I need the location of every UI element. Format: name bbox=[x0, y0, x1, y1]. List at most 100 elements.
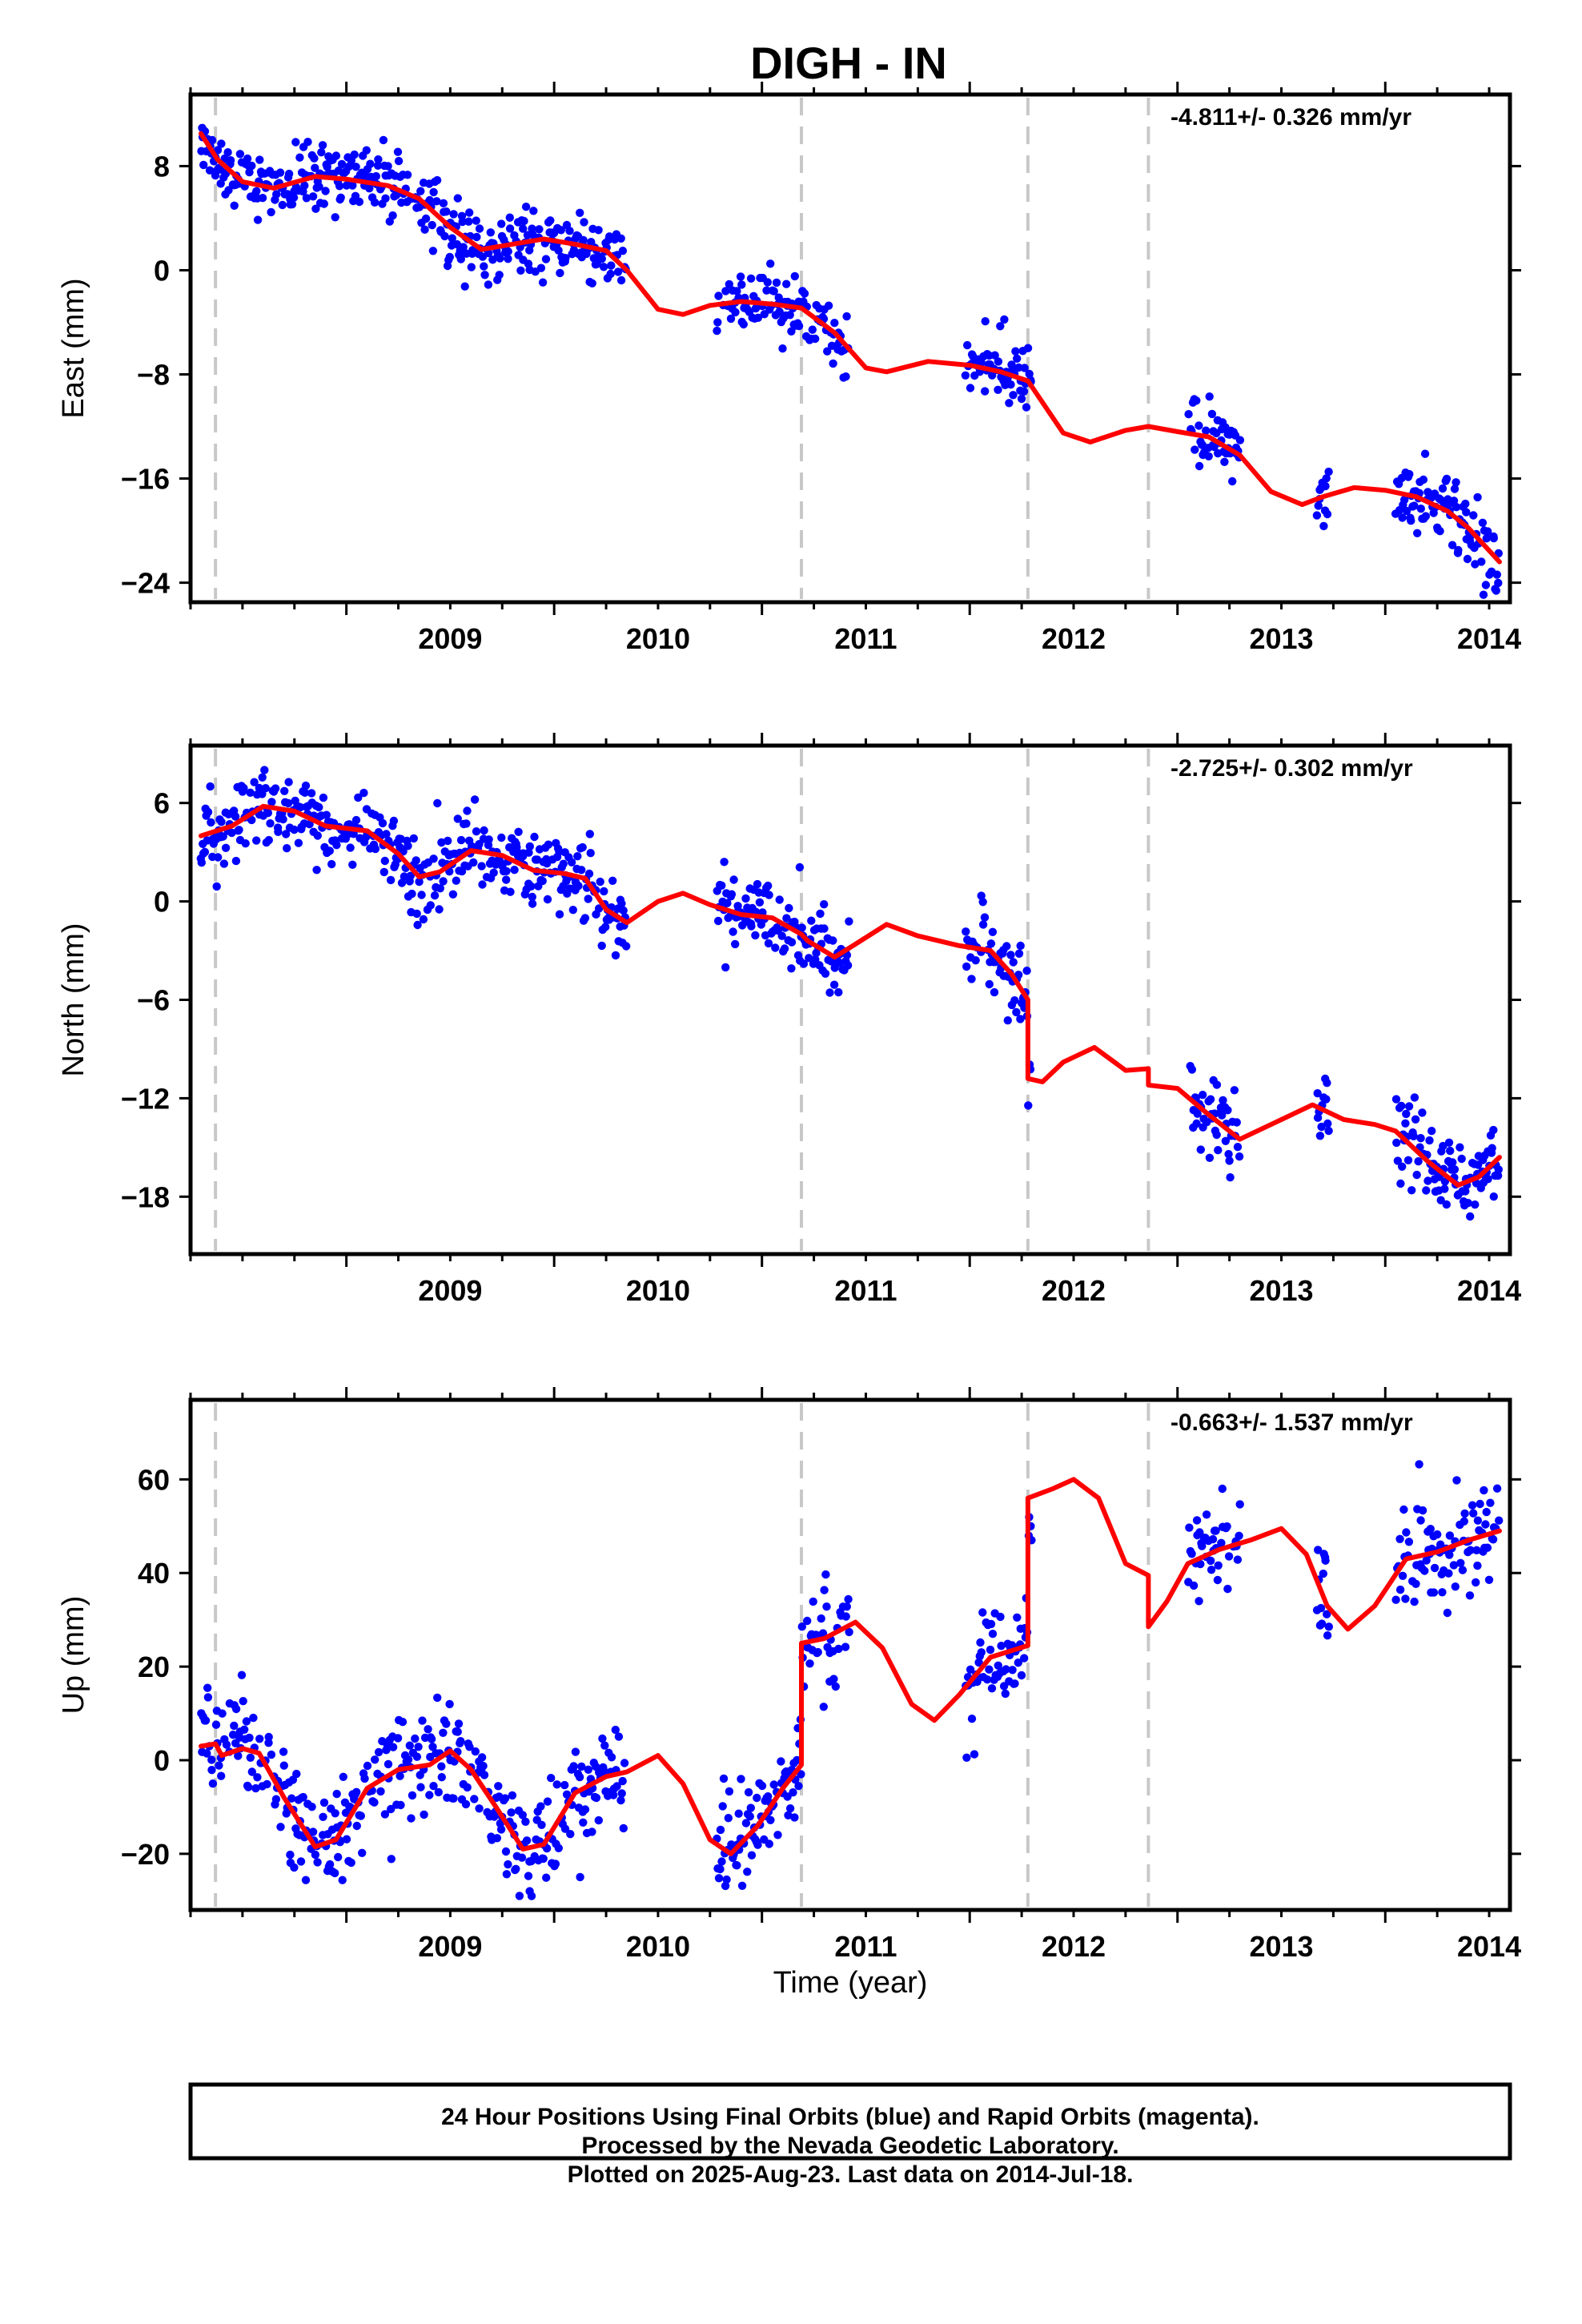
east-point bbox=[287, 199, 297, 209]
up-point bbox=[1456, 1558, 1465, 1568]
up-point bbox=[393, 1734, 403, 1743]
north-ytick-label: −12 bbox=[121, 1082, 170, 1115]
up-point bbox=[986, 1645, 995, 1655]
north-point bbox=[250, 778, 259, 786]
up-point bbox=[600, 1741, 609, 1750]
north-point bbox=[1012, 1007, 1021, 1017]
north-point bbox=[453, 814, 462, 823]
north-point bbox=[433, 798, 442, 808]
up-point bbox=[1395, 1585, 1405, 1594]
north-point bbox=[300, 788, 310, 797]
east-point bbox=[496, 254, 504, 263]
north-point bbox=[247, 815, 256, 825]
up-point bbox=[496, 1825, 506, 1834]
east-point bbox=[1228, 476, 1237, 486]
east-point bbox=[284, 169, 294, 179]
east-frame bbox=[188, 92, 1512, 605]
north-point bbox=[1009, 958, 1018, 967]
up-point bbox=[1484, 1575, 1494, 1585]
up-point bbox=[211, 1720, 221, 1729]
north-point bbox=[1396, 1179, 1405, 1188]
north-point bbox=[313, 831, 322, 840]
east-point bbox=[199, 160, 208, 170]
up-point bbox=[1443, 1608, 1452, 1618]
up-point bbox=[522, 1836, 532, 1845]
up-point bbox=[307, 1803, 316, 1811]
east-point bbox=[785, 311, 794, 320]
east-xtick-label: 2014 bbox=[1457, 622, 1521, 655]
north-point bbox=[408, 889, 416, 899]
north-point bbox=[301, 781, 311, 790]
up-point bbox=[1017, 1671, 1026, 1680]
north-xtick-label: 2009 bbox=[418, 1274, 482, 1307]
north-xtick-label: 2012 bbox=[1042, 1274, 1106, 1307]
north-point bbox=[594, 904, 604, 913]
north-point bbox=[1416, 1134, 1425, 1143]
east-ytick-label: 0 bbox=[154, 254, 170, 287]
up-point bbox=[721, 1881, 730, 1891]
up-point bbox=[527, 1892, 536, 1900]
east-point bbox=[310, 154, 319, 163]
up-point bbox=[404, 1755, 413, 1764]
up-point bbox=[398, 1718, 408, 1727]
north-point bbox=[231, 856, 241, 866]
east-point bbox=[505, 224, 515, 233]
up-point bbox=[231, 1704, 241, 1714]
north-point bbox=[452, 876, 460, 885]
up-point bbox=[1420, 1566, 1429, 1575]
east-point bbox=[1017, 394, 1026, 404]
east-point bbox=[432, 175, 442, 185]
north-point bbox=[274, 827, 283, 837]
east-point bbox=[811, 334, 820, 344]
north-point bbox=[279, 814, 287, 824]
up-point bbox=[279, 1761, 288, 1770]
up-point bbox=[407, 1814, 416, 1823]
north-point bbox=[480, 826, 488, 835]
east-point bbox=[606, 269, 615, 279]
up-xtick-label: 2012 bbox=[1042, 1930, 1106, 1963]
caption-box: 24 Hour Positions Using Final Orbits (bl… bbox=[188, 2082, 1512, 2188]
north-point bbox=[962, 927, 970, 936]
east-point bbox=[823, 347, 832, 356]
up-point bbox=[611, 1725, 620, 1735]
up-point bbox=[744, 1787, 753, 1797]
up-point bbox=[271, 1795, 281, 1803]
east-xtick-label: 2011 bbox=[834, 622, 897, 655]
north-point bbox=[741, 894, 750, 903]
east-point bbox=[291, 138, 300, 147]
north-point bbox=[1212, 1130, 1221, 1140]
up-point bbox=[842, 1602, 852, 1611]
east-point bbox=[272, 190, 281, 199]
north-point bbox=[1439, 1141, 1447, 1151]
up-point bbox=[737, 1775, 745, 1783]
east-point bbox=[1210, 442, 1219, 452]
east-point bbox=[223, 148, 232, 157]
north-point bbox=[435, 905, 444, 914]
up-ytick-label: −20 bbox=[121, 1838, 170, 1871]
up-point bbox=[552, 1780, 561, 1789]
north-point bbox=[619, 906, 628, 915]
up-point bbox=[560, 1780, 569, 1790]
up-point bbox=[425, 1791, 434, 1799]
east-point bbox=[775, 308, 784, 316]
east-point bbox=[1207, 409, 1217, 419]
north-point bbox=[437, 838, 446, 847]
up-point bbox=[580, 1805, 590, 1814]
up-point bbox=[985, 1665, 994, 1674]
east-point bbox=[1421, 512, 1431, 521]
up-point bbox=[996, 1612, 1005, 1622]
up-point bbox=[820, 1586, 829, 1594]
north-point bbox=[1418, 1108, 1427, 1117]
up-point bbox=[803, 1616, 812, 1626]
north-point bbox=[400, 872, 409, 881]
north-point bbox=[733, 902, 742, 911]
north-point bbox=[555, 910, 564, 919]
up-point bbox=[215, 1761, 223, 1770]
north-point bbox=[799, 959, 809, 968]
east-point bbox=[230, 201, 239, 210]
east-point bbox=[556, 226, 565, 235]
north-point bbox=[456, 835, 466, 845]
up-ytick-label: 40 bbox=[138, 1557, 170, 1590]
north-point bbox=[787, 938, 797, 947]
east-point bbox=[613, 267, 623, 276]
